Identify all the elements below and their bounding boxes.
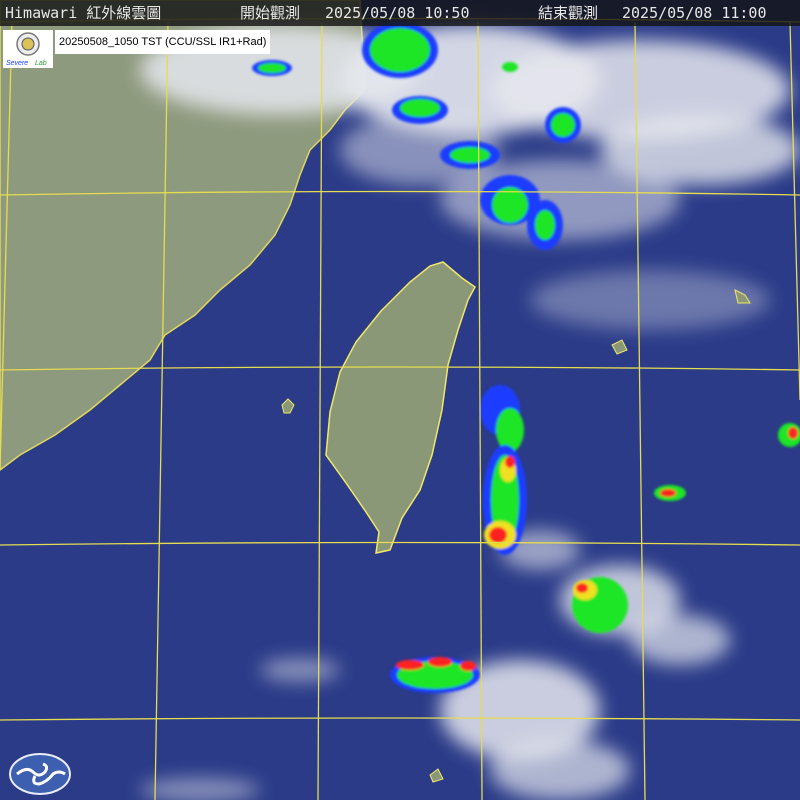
china-landmass [0, 0, 366, 471]
product-label-box: Severe Lab 20250508_1050 TST (CCU/SSL IR… [3, 30, 271, 68]
taiwan-island [325, 261, 476, 554]
start-label: 開始觀測 [240, 4, 301, 22]
lab-logo: Severe Lab [3, 30, 53, 68]
cwa-logo-icon [9, 753, 71, 795]
small-islands [281, 289, 751, 783]
product-label: 20250508_1050 TST (CCU/SSL IR1+Rad) [55, 30, 271, 54]
radar-echoes [252, 22, 800, 693]
start-time: 2025/05/08 10:50 [325, 4, 470, 22]
svg-text:Severe: Severe [6, 60, 28, 67]
svg-text:Lab: Lab [35, 60, 47, 67]
end-label: 結束觀測 [538, 4, 599, 22]
header-title: Himawari 紅外線雲圖 [5, 4, 162, 22]
end-time: 2025/05/08 11:00 [622, 4, 767, 22]
header-bar: Himawari 紅外線雲圖 開始觀測 2025/05/08 10:50 結束觀… [0, 0, 800, 26]
